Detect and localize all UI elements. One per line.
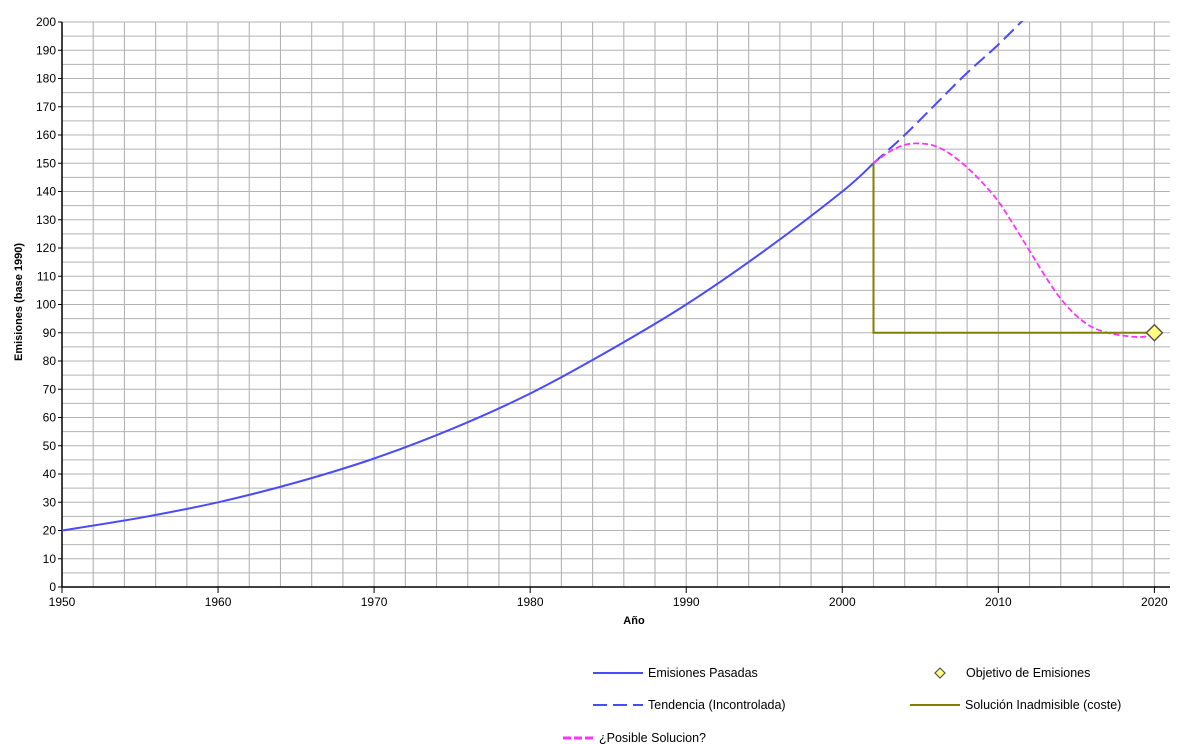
y-tick-label: 110 xyxy=(37,269,56,283)
x-tick-label: 1950 xyxy=(49,595,76,609)
series-3-line xyxy=(872,163,1155,334)
y-tick-label: 140 xyxy=(36,185,56,199)
y-tick-label: 170 xyxy=(36,100,56,114)
legend: Emisiones Pasadas Tendencia (Incontrolada… xyxy=(563,666,1121,744)
series-0-line xyxy=(62,162,875,532)
legend-item: ¿Posible Solucion? xyxy=(563,731,706,744)
legend-item: Emisiones Pasadas xyxy=(593,666,758,680)
x-tick-label: 1960 xyxy=(205,595,232,609)
x-tick-label: 2020 xyxy=(1141,595,1168,609)
tick-labels: 0 10 20 30 40 50 60 70 80 90 100 110 120 130 140 150 160… xyxy=(36,15,1168,609)
y-axis-title: Emisiones (base 1990) xyxy=(13,243,25,361)
y-tick-label: 150 xyxy=(36,156,56,170)
y-tick-label: 200 xyxy=(36,15,56,29)
y-tick-label: 100 xyxy=(36,298,56,312)
x-tick-label: 2000 xyxy=(829,595,856,609)
y-tick-label: 130 xyxy=(36,213,56,227)
legend-label: Solución Inadmisible (coste) xyxy=(965,698,1121,712)
x-tick-label: 2010 xyxy=(985,595,1012,609)
x-tick-label: 1970 xyxy=(361,595,388,609)
legend-swatch-marker xyxy=(934,667,946,679)
axes xyxy=(58,21,1170,593)
y-tick-label: 50 xyxy=(43,439,57,453)
legend-label: Objetivo de Emisiones xyxy=(966,666,1090,680)
y-tick-label: 160 xyxy=(36,128,56,142)
y-tick-label: 120 xyxy=(36,241,56,255)
x-axis-title: Año xyxy=(623,615,645,627)
legend-label: Tendencia (Incontrolada) xyxy=(648,698,786,712)
legend-item: Solución Inadmisible (coste) xyxy=(910,698,1121,712)
y-tick-label: 30 xyxy=(43,495,57,509)
legend-item: Tendencia (Incontrolada) xyxy=(593,698,786,712)
grid-lines xyxy=(62,21,1170,587)
y-tick-label: 90 xyxy=(43,326,57,340)
y-tick-label: 70 xyxy=(43,382,57,396)
y-tick-label: 20 xyxy=(43,524,57,538)
target-marker xyxy=(1145,323,1164,342)
legend-item: Objetivo de Emisiones xyxy=(934,666,1090,680)
y-tick-label: 10 xyxy=(43,552,57,566)
x-tick-label: 1990 xyxy=(673,595,700,609)
legend-label: ¿Posible Solucion? xyxy=(599,731,706,744)
series-group xyxy=(62,21,1164,532)
y-tick-label: 190 xyxy=(36,43,56,57)
y-tick-label: 80 xyxy=(43,354,57,368)
y-tick-label: 180 xyxy=(36,72,56,86)
y-tick-label: 60 xyxy=(43,411,57,425)
y-tick-label: 40 xyxy=(43,467,57,481)
series-1-line xyxy=(872,21,1024,165)
y-tick-label: 0 xyxy=(49,580,56,594)
x-tick-label: 1980 xyxy=(517,595,544,609)
legend-label: Emisiones Pasadas xyxy=(648,666,758,680)
